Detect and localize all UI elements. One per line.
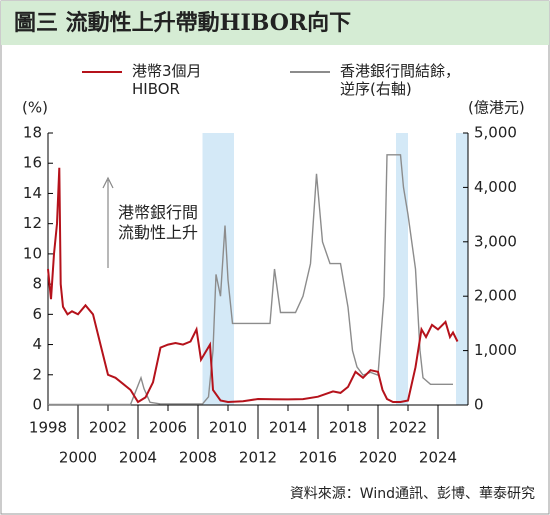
y2-tick-label: 2,000 [474, 287, 517, 305]
x-tick-label: 2024 [419, 449, 457, 467]
legend-label: 香港銀行間結餘， 逆序(右軸) [340, 62, 461, 98]
y-tick-label: 12 [23, 214, 42, 232]
y-tick-label: 8 [32, 275, 42, 293]
y-axis-label: (%) [22, 99, 48, 117]
x-tick-label: 2020 [359, 449, 397, 467]
x-tick-label: 2008 [179, 449, 217, 467]
series-line [48, 154, 453, 406]
y-tick-label: 2 [32, 365, 42, 383]
y2-axis-label: (億港元) [468, 99, 525, 117]
x-tick-label: 2018 [329, 419, 367, 437]
y-tick-label: 14 [23, 184, 42, 202]
x-tick-label: 2002 [89, 419, 127, 437]
shaded-range [396, 133, 408, 405]
x-tick-label: 2022 [389, 419, 427, 437]
y-tick-label: 0 [32, 396, 42, 414]
y-tick-label: 18 [23, 124, 42, 142]
legend-label: 港幣3個月 HIBOR [132, 62, 202, 98]
x-tick-label: 2004 [119, 449, 157, 467]
y-tick-label: 16 [23, 154, 42, 172]
x-tick-label: 2006 [149, 419, 187, 437]
annotation: 港幣銀行間 流動性上升 [118, 203, 199, 242]
annotation-arrowhead [102, 176, 114, 189]
y2-tick-label: 0 [474, 396, 484, 414]
x-tick-label: 2014 [269, 419, 307, 437]
x-tick-label: 2000 [59, 449, 97, 467]
x-tick-label: 2010 [209, 419, 247, 437]
title-bar [1, 1, 549, 45]
series-line [47, 167, 459, 404]
y2-tick-label: 4,000 [474, 178, 517, 196]
chart-title: 圖三 流動性上升帶動HIBOR向下 [14, 10, 351, 36]
y2-tick-label: 3,000 [474, 232, 517, 250]
x-tick-label: 2012 [239, 449, 277, 467]
y-tick-label: 10 [23, 244, 42, 262]
y2-tick-label: 1,000 [474, 341, 517, 359]
shaded-range [456, 133, 468, 405]
y2-tick-label: 5,000 [474, 124, 517, 142]
x-tick-label: 1998 [29, 419, 67, 437]
shaded-range [202, 133, 234, 405]
y-tick-label: 6 [32, 305, 42, 323]
y-tick-label: 4 [32, 335, 42, 353]
x-tick-label: 2016 [299, 449, 337, 467]
source: 資料來源：Wind通訊、彭博、華泰研究 [290, 485, 535, 502]
